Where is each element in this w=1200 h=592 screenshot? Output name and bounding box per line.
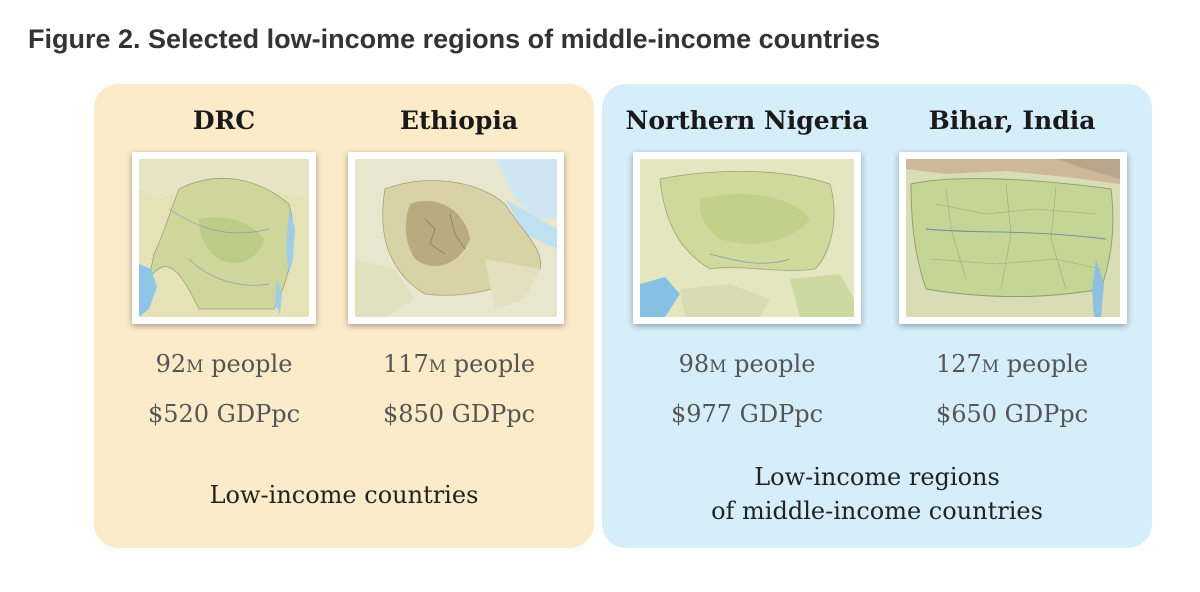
drc-relief-map-icon (139, 159, 309, 317)
drc-map-image (132, 152, 316, 324)
panel-caption: Low-income regions of middle-income coun… (711, 463, 1043, 525)
low-income-countries-panel: DRC 92M people $520 GDPpc Ethiopia (94, 84, 594, 548)
northern-nigeria-relief-map-icon (640, 159, 854, 317)
ethiopia-relief-map-icon (355, 159, 557, 317)
region-northern-nigeria: Northern Nigeria 98M people $977 GDPpc (622, 84, 872, 464)
region-name: Northern Nigeria (625, 106, 869, 135)
population-label: 92M people (155, 350, 293, 378)
figure-title: Figure 2. Selected low-income regions of… (28, 24, 881, 54)
gdp-label: $977 GDPpc (670, 400, 824, 428)
region-ethiopia: Ethiopia 117M people $850 GDPpc (344, 84, 574, 464)
bihar-relief-map-icon (906, 159, 1120, 317)
low-income-regions-panel: Northern Nigeria 98M people $977 GDPpc B… (602, 84, 1152, 548)
ethiopia-map-image (348, 152, 564, 324)
gdp-label: $850 GDPpc (382, 400, 536, 428)
northern-nigeria-map-image (633, 152, 861, 324)
panel-caption: Low-income countries (209, 481, 479, 509)
region-name: Bihar, India (928, 106, 1096, 135)
region-name: Ethiopia (399, 106, 519, 135)
population-label: 127M people (935, 350, 1089, 378)
population-label: 98M people (678, 350, 816, 378)
gdp-label: $520 GDPpc (147, 400, 301, 428)
region-drc: DRC 92M people $520 GDPpc (114, 84, 334, 464)
bihar-map-image (899, 152, 1127, 324)
gdp-label: $650 GDPpc (935, 400, 1089, 428)
region-bihar-india: Bihar, India 127M people $650 GDPpc (887, 84, 1137, 464)
population-label: 117M people (382, 350, 536, 378)
region-name: DRC (192, 106, 256, 135)
